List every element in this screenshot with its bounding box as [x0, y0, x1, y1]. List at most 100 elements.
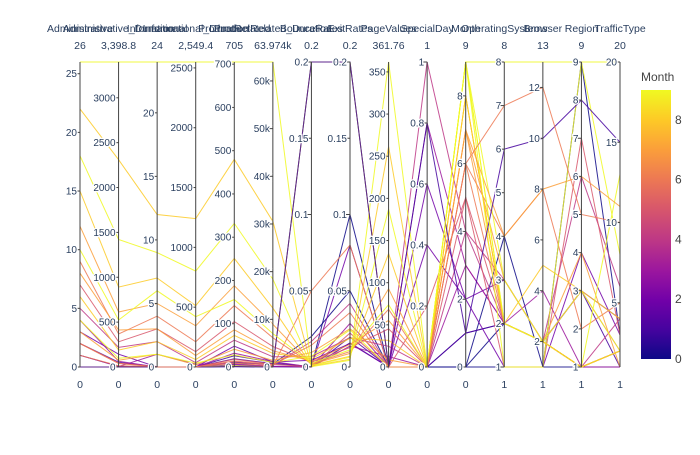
axis-tick-label: 5: [611, 298, 617, 309]
axis-tick-label: 10: [529, 134, 541, 145]
axis-min-label: 0: [309, 379, 315, 391]
axis-tick-label: 350: [369, 67, 386, 78]
axis-tick-label: 0.1: [333, 210, 347, 221]
axis-region[interactable]: Region 9 11 2 3 4 5 6 7 8 9: [565, 23, 598, 391]
axis-tick-label: 25: [66, 69, 78, 80]
axis-min-label: 1: [501, 379, 507, 391]
axis-max-label: 63.974k: [254, 40, 292, 52]
colorbar-gradient: [641, 90, 671, 359]
axis-tick-label: 20: [66, 128, 78, 139]
axis-tick-label: 0.1: [295, 210, 309, 221]
axis-tick-label: 30k: [254, 219, 271, 230]
axis-tick-label: 6: [457, 159, 463, 170]
axis-tick-label: 4: [573, 248, 579, 259]
axis-tick-label: 12: [529, 83, 541, 94]
axis-max-label: 20: [614, 40, 626, 52]
axis-tick-label: 1000: [170, 243, 193, 254]
axis-tick-label: 2500: [170, 63, 193, 74]
axis-informational-duration[interactable]: Informational_Duration2,549.400500100015…: [143, 23, 249, 391]
axis-tick-label: 10: [606, 218, 618, 229]
axis-tick-label: 5: [496, 188, 502, 199]
axis-tick-label: 2000: [93, 183, 116, 194]
axis-max-label: 705: [226, 40, 244, 52]
axis-informational[interactable]: Informational 24 0 0 5 10 15 20: [127, 23, 188, 391]
axis-tick-label: 4: [457, 227, 463, 238]
axis-tick-label: 1: [573, 363, 579, 374]
axis-tick-label: 3: [573, 286, 579, 297]
axis-tick-label: 0.6: [410, 180, 424, 191]
axis-tick-label: 6: [496, 145, 502, 156]
axis-min-label: 0: [116, 379, 122, 391]
axis-min-label: 0: [231, 379, 237, 391]
axis-min-label: 1: [617, 379, 623, 391]
axis-max-label: 0.2: [304, 40, 319, 52]
axis-tick-label: 10: [66, 245, 78, 256]
axis-tick-label: 0: [303, 363, 309, 374]
axis-tick-label: 0.2: [410, 302, 424, 313]
axis-max-label: 9: [463, 40, 469, 52]
axis-title: PageValues: [361, 23, 417, 35]
axis-administrative-duration[interactable]: Administrative_Duration3,398.80050010001…: [63, 23, 175, 391]
axis-tick-label: 1500: [170, 183, 193, 194]
axis-max-label: 2,549.4: [178, 40, 213, 52]
axis-title: Informational: [127, 23, 188, 35]
axis-title: Administrative_Duration: [63, 23, 175, 35]
axis-title: ExitRates: [328, 23, 373, 35]
axis-title: Administrative: [47, 23, 113, 35]
axis-title: Region: [565, 23, 598, 35]
axis-tick-label: 100: [369, 278, 386, 289]
axis-tick-label: 4: [534, 286, 540, 297]
axis-tick-label: 7: [573, 134, 579, 145]
axis-tick-label: 20k: [254, 267, 271, 278]
axis-tick-label: 500: [99, 318, 116, 329]
colorbar-tick-label: 0: [675, 352, 682, 366]
axes-layer: Administrative2600510152025Administrativ…: [47, 23, 646, 391]
axis-productrelated-duration[interactable]: ProductRelated_Duration63.974k0010k20k30…: [214, 23, 332, 391]
axis-min-label: 0: [424, 379, 430, 391]
axis-tick-label: 4: [496, 232, 502, 243]
axis-min-label: 0: [463, 379, 469, 391]
axis-specialday[interactable]: SpecialDay 1 0 0 0.2 0.4 0.6 0.8 1: [401, 23, 455, 391]
axis-productrelated[interactable]: ProductRelated 705 0 0 100 200 300 400 500 600 700: [198, 23, 271, 391]
axis-tick-label: 1: [419, 58, 425, 69]
axis-tick-label: 5: [149, 299, 155, 310]
axis-tick-label: 300: [369, 110, 386, 121]
axis-min-label: 0: [193, 379, 199, 391]
axis-tick-label: 1500: [93, 228, 116, 239]
axis-bouncerates[interactable]: BounceRates 0.2 00 0.05 0.1 0.15 0.2: [280, 23, 343, 391]
axis-pagevalues[interactable]: PageValues 361.76 00 50 100 150 200 250 300 350: [361, 23, 417, 391]
axis-min-label: 0: [77, 379, 83, 391]
axis-max-label: 24: [151, 40, 163, 52]
axis-tick-label: 0.2: [333, 58, 347, 69]
axis-tick-label: 0.15: [328, 134, 348, 145]
axis-title: OperatingSystems: [461, 23, 547, 35]
axis-tick-label: 50: [374, 320, 386, 331]
axis-max-label: 1: [424, 40, 430, 52]
axis-tick-label: 8: [534, 185, 540, 196]
axis-title: Month: [451, 23, 480, 35]
axis-tick-label: 1: [496, 363, 502, 374]
axis-tick-label: 5: [573, 210, 579, 221]
axis-tick-label: 0.05: [328, 286, 348, 297]
axis-tick-label: 400: [215, 189, 232, 200]
axis-tick-label: 0.05: [289, 286, 309, 297]
axis-tick-label: 9: [573, 58, 579, 69]
axis-min-label: 0: [386, 379, 392, 391]
axis-tick-label: 5: [71, 304, 77, 315]
axis-tick-label: 20: [606, 58, 618, 69]
axis-month[interactable]: Month 9 00 2 4 6 8: [451, 23, 480, 391]
axis-tick-label: 0.2: [295, 58, 309, 69]
axis-max-label: 8: [501, 40, 507, 52]
colorbar-ticks: 0 2 4 6 8: [675, 113, 682, 366]
axis-max-label: 0.2: [343, 40, 358, 52]
axis-tick-label: 200: [369, 194, 386, 205]
axis-tick-label: 0: [419, 363, 425, 374]
axis-tick-label: 40k: [254, 172, 271, 183]
axis-tick-label: 300: [215, 233, 232, 244]
axis-tick-label: 0.4: [410, 241, 424, 252]
axis-exitrates[interactable]: ExitRates 0.2 00 0.05 0.1 0.15 0.2: [326, 23, 373, 391]
